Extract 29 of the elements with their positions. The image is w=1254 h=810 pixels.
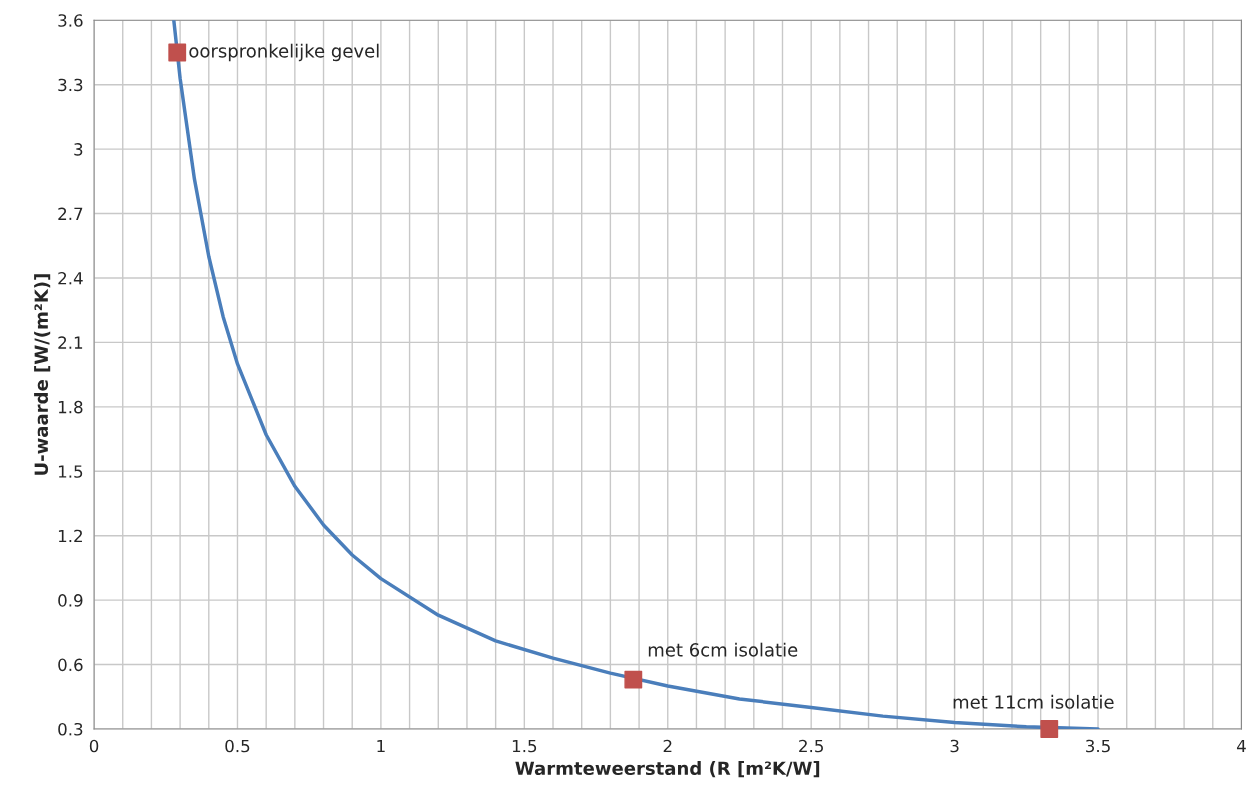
y-tick-label: 0.6 [58, 658, 83, 672]
y-tick-label: 0.3 [58, 722, 83, 736]
annotation: met 6cm isolatie [648, 642, 798, 657]
y-tick-label: 3.6 [58, 14, 83, 27]
x-tick-label: 1.5 [512, 739, 537, 753]
x-tick-label: 2 [663, 739, 672, 753]
point [168, 43, 187, 62]
x-tick-label: 3 [950, 739, 959, 753]
y-tick-label: 3.3 [58, 78, 83, 92]
y-tick-label: 1.2 [58, 529, 82, 543]
x-tick-label: 0 [89, 739, 99, 753]
y-axis-title: U-waarde [W/(m²K)] [34, 274, 51, 475]
x-tick-label: 0.5 [225, 739, 250, 753]
point [1040, 720, 1059, 738]
y-tick-label: 2.1 [58, 336, 83, 349]
y-tick-label: 1.5 [58, 465, 83, 478]
y-tick-label: 0.9 [58, 594, 83, 607]
x-tick-label: 1 [377, 739, 385, 753]
y-tick-label: 2.7 [58, 207, 83, 220]
y-tick-label: 2.4 [58, 271, 83, 285]
x-tick-label: 4 [1236, 739, 1246, 753]
x-tick-label: 3.5 [1086, 739, 1110, 753]
y-tick-label: 1.8 [58, 400, 83, 414]
x-tick-label: 2.5 [799, 739, 823, 753]
annotation: oorspronkelijke gevel [189, 43, 379, 62]
y-tick-label: 3 [74, 143, 83, 156]
x-axis-title: Warmteweerstand (R [m²K/W] [515, 761, 820, 778]
annotation: met 11cm isolatie [953, 694, 1114, 709]
point [624, 670, 643, 689]
